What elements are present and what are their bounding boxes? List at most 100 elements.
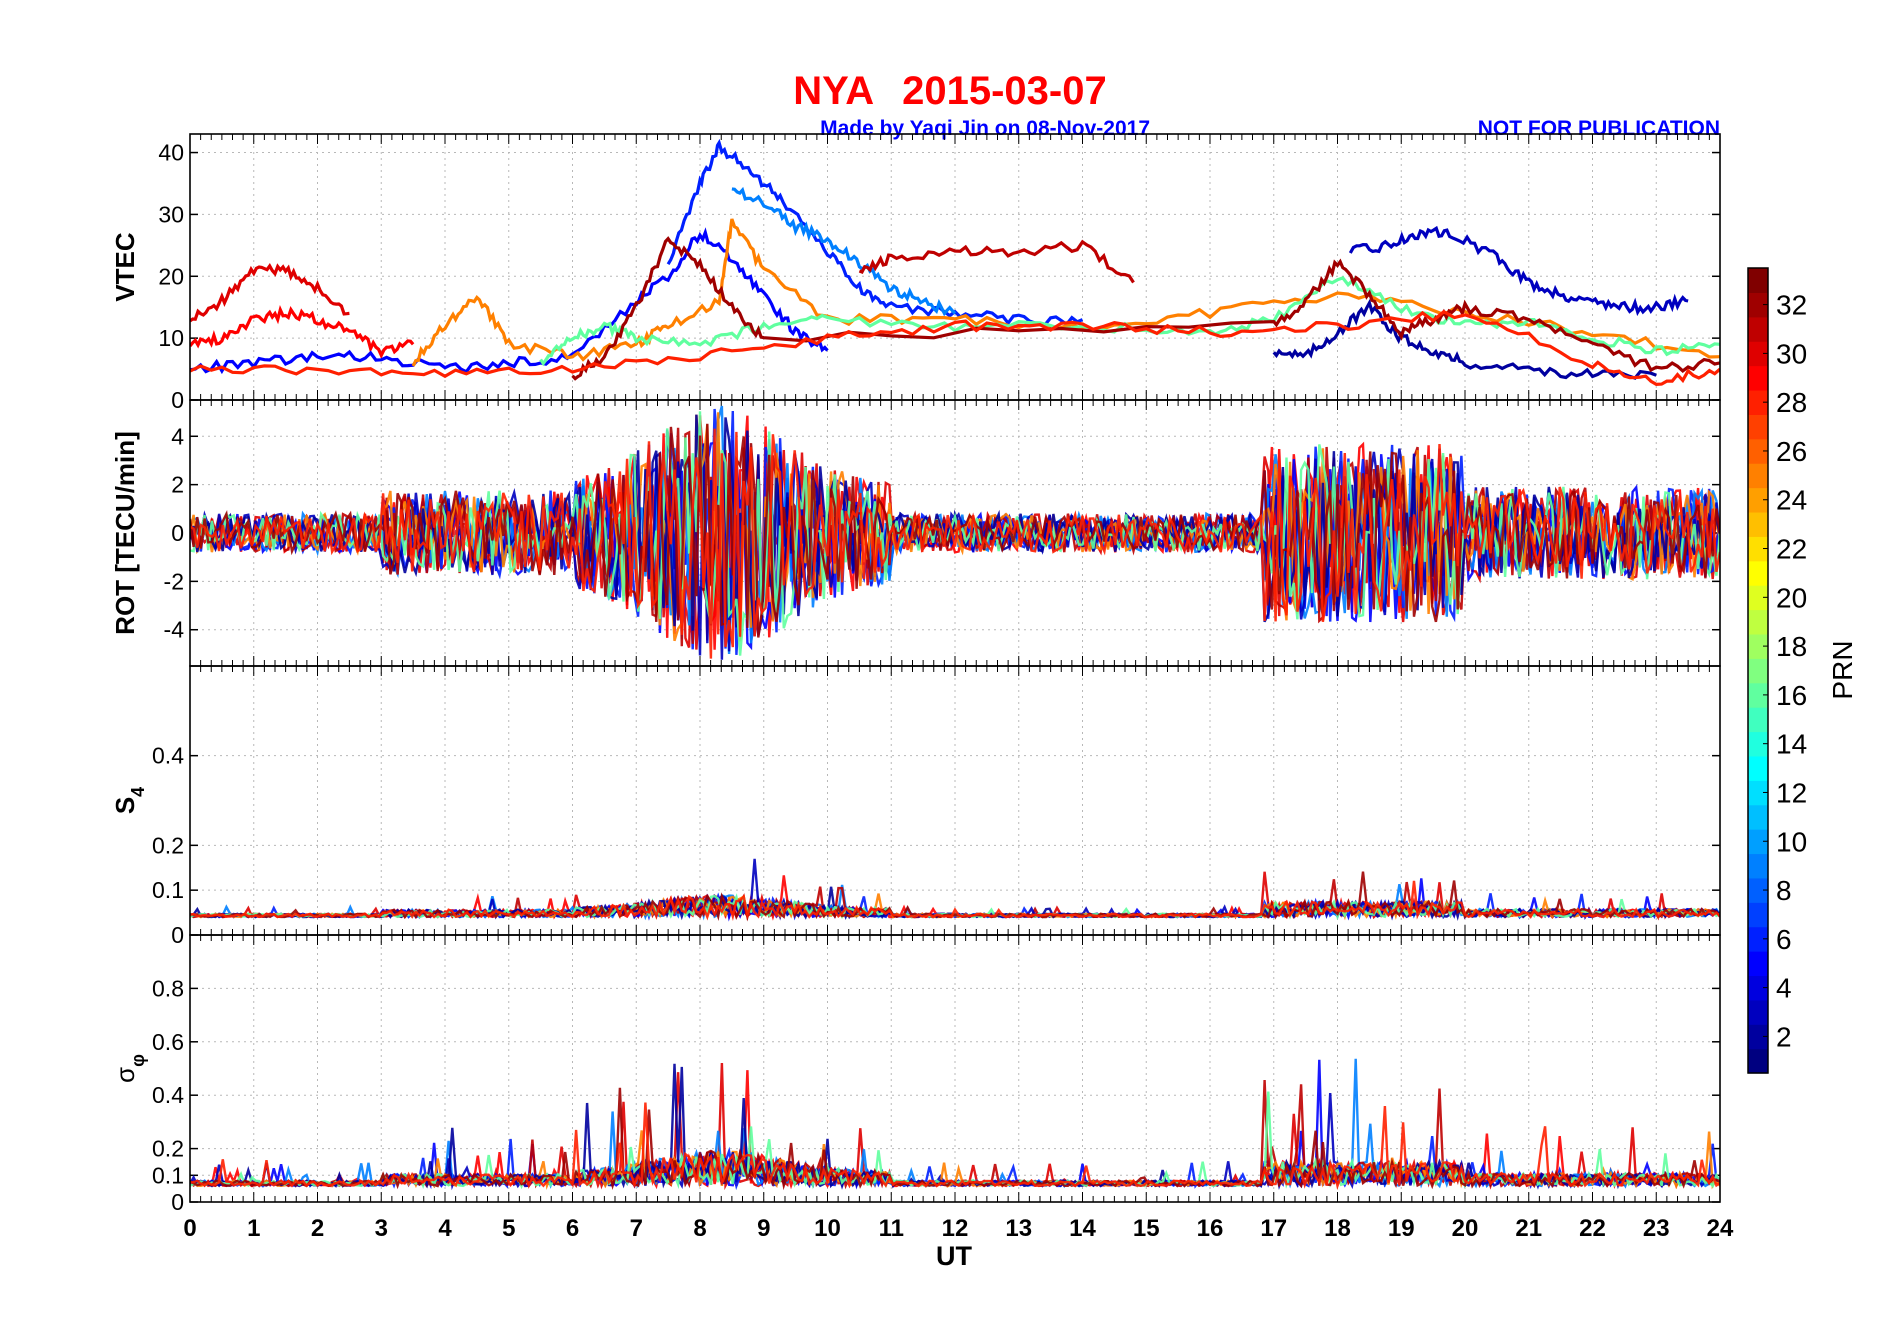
colorbar-cell (1748, 853, 1768, 879)
x-tick-labels: 0 1 2 3 4 5 6 7 8 9 10 11 12 13 14 15 16 17 18 19 20 21 22 23 24 (183, 1215, 1734, 1242)
y-axis-label-s4: S4 (110, 787, 148, 814)
y-axis-label-sub: φ (128, 1054, 148, 1067)
y-axis-label-sigphi: σφ (110, 1054, 148, 1083)
colorbar-cell (1748, 658, 1768, 684)
vtec-series-prn-9 (731, 186, 957, 317)
y-tick-label: 40 (158, 140, 184, 166)
series-group-sigphi (190, 1058, 1720, 1191)
x-tick-label: 2 (311, 1215, 324, 1242)
colorbar-cell (1748, 731, 1768, 757)
colorbar-cell (1748, 585, 1768, 611)
colorbar-cell (1748, 999, 1768, 1025)
vtec-series-prn-30 (190, 263, 350, 323)
colorbar-tick-label: 26 (1776, 436, 1807, 467)
colorbar-tick-label: 8 (1776, 875, 1792, 906)
vtec-series-prn-25 (411, 218, 1720, 367)
colorbar-cell (1748, 463, 1768, 489)
y-tick-label: 0.6 (152, 1029, 184, 1055)
x-tick-label: 6 (566, 1215, 579, 1242)
y-tick-label: 0.2 (152, 1136, 184, 1162)
x-tick-label: 3 (375, 1215, 388, 1242)
colorbar-tick-label: 18 (1776, 631, 1807, 662)
y-tick-label: 20 (158, 263, 184, 289)
colorbar-cell (1748, 682, 1768, 708)
y-tick-label: 0 (171, 922, 184, 948)
vtec-series-prn-29 (190, 305, 415, 360)
x-tick-label: 18 (1324, 1215, 1351, 1242)
y-axis-label-vtec: VTEC (110, 232, 140, 302)
colorbar-cell (1748, 975, 1768, 1001)
colorbar-label: PRN (1827, 640, 1858, 699)
colorbar-cell (1748, 511, 1768, 537)
colorbar-cell (1748, 560, 1768, 586)
x-tick-label: 14 (1069, 1215, 1096, 1242)
colorbar-cell (1748, 877, 1768, 903)
title-date: 2015-03-07 (902, 69, 1107, 113)
colorbar-cell (1748, 609, 1768, 635)
colorbar-tick-label: 20 (1776, 582, 1807, 613)
colorbar-frame (1747, 267, 1769, 1074)
x-tick-label: 12 (942, 1215, 969, 1242)
x-tick-label: 24 (1707, 1215, 1734, 1242)
x-tick-label: 22 (1579, 1215, 1606, 1242)
x-tick-label: 8 (693, 1215, 706, 1242)
publication-notice: NOT FOR PUBLICATION (1478, 117, 1720, 140)
colorbar-tick-label: 2 (1776, 1021, 1792, 1052)
y-axis-label-rot: ROT [TECU/min] (110, 431, 140, 635)
colorbar-tick-label: 30 (1776, 338, 1807, 369)
y-tick-label: 0.1 (152, 1162, 184, 1188)
colorbar-tick-label: 10 (1776, 826, 1807, 857)
x-tick-label: 15 (1133, 1215, 1160, 1242)
colorbar-cell (1748, 414, 1768, 440)
x-axis-label: UT (936, 1241, 972, 1271)
rot-series-prn-16 (190, 411, 1720, 656)
x-tick-label: 1 (247, 1215, 260, 1242)
x-tick-label: 4 (438, 1215, 452, 1242)
x-tick-label: 16 (1197, 1215, 1224, 1242)
x-tick-label: 10 (814, 1215, 841, 1242)
vtec-series-prn-3 (1348, 225, 1689, 317)
x-tick-label: 5 (502, 1215, 515, 1242)
y-tick-label: 10 (158, 325, 184, 351)
colorbar-tick-label: 14 (1776, 729, 1807, 760)
colorbar-tick-label: 28 (1776, 387, 1807, 418)
colorbar-cell (1748, 829, 1768, 855)
s4-series-prn-28 (190, 880, 1720, 922)
y-tick-label: 0.4 (152, 1082, 184, 1108)
series-group-vtec (190, 138, 1720, 387)
x-tick-label: 7 (630, 1215, 643, 1242)
colorbar-cell (1748, 536, 1768, 562)
colorbar-cell (1748, 389, 1768, 415)
y-tick-label: -2 (164, 568, 184, 594)
panel-s4: 00.10.20.4S4 (110, 665, 1721, 948)
vtec-series-prn-32 (571, 236, 1720, 381)
panel-sigphi: 00.10.2 0.4 0.6 0.8 σφ (110, 934, 1721, 1215)
colorbar-cell (1748, 268, 1768, 293)
x-tick-label: 21 (1515, 1215, 1542, 1242)
colorbar-cell (1748, 926, 1768, 952)
colorbar-tick-label: 16 (1776, 680, 1807, 711)
title-station: NYA (793, 69, 874, 113)
sigphi-series-prn-28 (190, 1102, 1720, 1191)
colorbar-tick-label: 4 (1776, 973, 1792, 1004)
colorbar-cell (1748, 1024, 1768, 1050)
panel-vtec: 0 10 20 30 40 VTEC (110, 133, 1721, 413)
colorbar-cell (1748, 780, 1768, 806)
colorbar-cell (1748, 292, 1768, 318)
y-tick-label: 0.8 (152, 975, 184, 1001)
colorbar-tick-label: 22 (1776, 534, 1807, 565)
panel-rot: -4 -2 0 2 4 ROT [TECU/min] (110, 399, 1721, 667)
y-axis-label-text: σ (110, 1067, 140, 1083)
y-tick-label: 2 (171, 472, 184, 498)
colorbar-cell (1748, 951, 1768, 977)
y-tick-label: -4 (164, 617, 185, 643)
colorbar-cell (1748, 902, 1768, 928)
x-tick-label: 0 (183, 1215, 196, 1242)
vtec-series-prn-31 (858, 239, 1135, 284)
colorbar-tick-label: 6 (1776, 924, 1792, 955)
x-tick-label: 19 (1388, 1215, 1415, 1242)
x-tick-label: 23 (1643, 1215, 1670, 1242)
colorbar-cell (1748, 633, 1768, 659)
